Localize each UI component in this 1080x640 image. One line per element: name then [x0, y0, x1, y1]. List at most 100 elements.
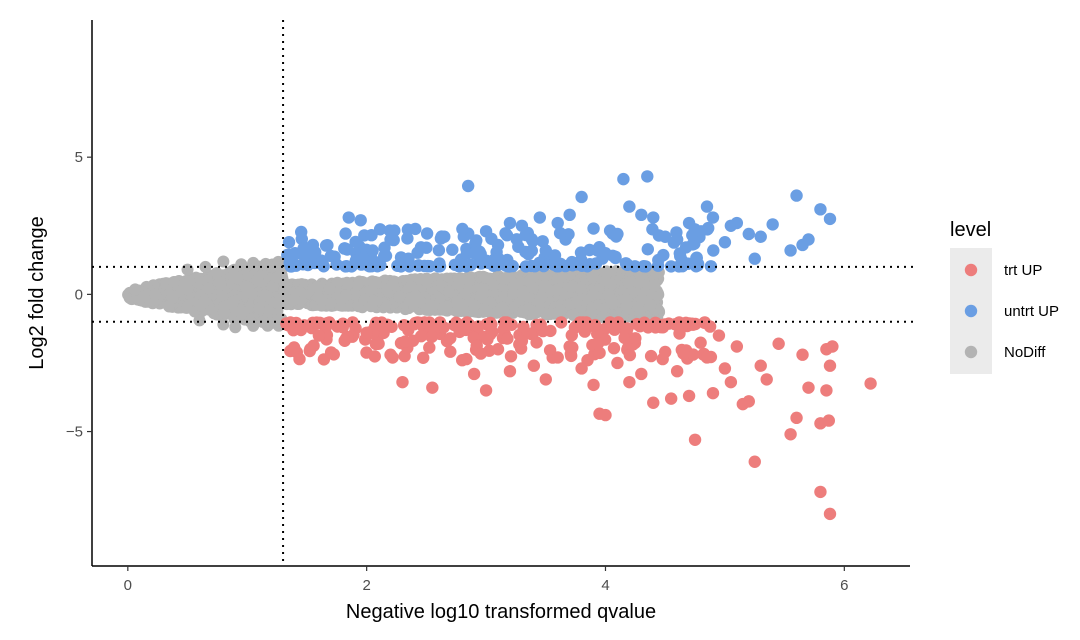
untrt-up-point: [587, 222, 600, 235]
trt-up-point: [618, 331, 631, 345]
untrt-up-point: [823, 212, 837, 226]
untrt-up-point: [446, 243, 459, 256]
untrt-up-point: [575, 190, 588, 204]
nodiff-point: [585, 307, 598, 320]
untrt-up-point: [599, 247, 612, 260]
trt-up-point: [544, 324, 557, 338]
untrt-up-point: [658, 230, 672, 243]
nodiff-point: [409, 289, 422, 302]
trt-up-point: [515, 334, 529, 348]
trt-up-point: [703, 320, 717, 333]
untrt-up-point: [342, 211, 355, 224]
nodiff-point: [606, 297, 619, 310]
trt-up-point: [312, 329, 326, 342]
nodiff-point: [453, 278, 466, 291]
nodiff-point: [477, 281, 490, 294]
trt-up-point: [608, 323, 621, 336]
untrt-up-point: [706, 211, 720, 224]
untrt-up-point: [324, 249, 338, 263]
trt-up-point: [563, 340, 576, 353]
untrt-up-point: [790, 189, 803, 202]
nodiff-point: [468, 299, 481, 312]
trt-up-point: [423, 341, 436, 354]
nodiff-point: [551, 274, 564, 286]
trt-up-point: [593, 346, 606, 360]
nodiff-point: [539, 307, 552, 320]
trt-up-point: [458, 323, 471, 336]
untrt-up-point: [694, 225, 708, 238]
nodiff-point: [420, 274, 433, 287]
trt-up-point: [682, 389, 696, 403]
trt-up-point: [796, 348, 809, 361]
trt-up-point: [823, 359, 837, 372]
nodiff-point: [535, 291, 548, 304]
untrt-up-point: [539, 244, 552, 257]
trt-up-point: [479, 384, 493, 397]
nodiff-point: [234, 305, 247, 318]
nodiff-point: [217, 318, 230, 331]
untrt-up-point: [503, 216, 517, 230]
nodiff-point: [202, 282, 215, 295]
nodiff-point: [277, 285, 290, 297]
nodiff-point: [339, 289, 352, 302]
trt-up-point: [754, 359, 767, 372]
nodiff-point: [210, 267, 223, 279]
untrt-up-point: [551, 216, 564, 230]
untrt-up-point: [670, 233, 684, 246]
untrt-up-point: [559, 259, 572, 273]
nodiff-point: [586, 270, 599, 283]
untrt-up-point: [754, 230, 767, 243]
untrt-up-point: [401, 232, 414, 245]
untrt-up-point: [470, 234, 483, 247]
legend-items: trt UP untrt UP NoDiff: [964, 262, 1059, 361]
untrt-up-point: [319, 239, 333, 252]
y-tick-label: 5: [75, 149, 83, 166]
x-tick-label: 6: [840, 577, 848, 594]
trt-up-point: [534, 318, 547, 331]
trt-up-point: [790, 411, 803, 425]
nodiff-point: [163, 299, 176, 312]
trt-up-point: [303, 344, 316, 358]
untrt-up-point: [467, 247, 481, 260]
nodiff-point: [604, 278, 617, 291]
untrt-up-point: [548, 249, 562, 262]
x-tick-label: 2: [362, 577, 370, 594]
nodiff-point: [348, 288, 361, 301]
trt-up-point: [748, 455, 761, 468]
nodiff-point: [420, 303, 433, 316]
trt-up-point: [802, 381, 815, 394]
trt-up-point: [742, 395, 755, 408]
legend-key: [964, 345, 978, 359]
nodiff-point: [129, 283, 142, 296]
trt-up-point: [621, 322, 634, 335]
untrt-up-point: [682, 216, 696, 230]
trt-up-point: [677, 347, 690, 360]
untrt-up-point: [339, 227, 352, 240]
y-axis-title: Log2 fold change: [26, 216, 48, 369]
legend-label: NoDiff: [1004, 344, 1046, 361]
trt-up-point: [599, 408, 612, 422]
nodiff-point: [181, 263, 194, 276]
trt-up-point: [686, 318, 699, 331]
untrt-up-point: [492, 252, 505, 265]
trt-up-point: [530, 336, 543, 349]
trt-up-point: [623, 375, 636, 389]
nodiff-point: [288, 293, 301, 306]
trt-up-point: [503, 364, 517, 378]
untrt-up-point: [357, 252, 370, 265]
untrt-up-point: [563, 208, 576, 222]
untrt-up-point: [438, 230, 451, 243]
untrt-up-point: [314, 256, 328, 269]
untrt-up-point: [349, 235, 362, 249]
trt-up-point: [455, 354, 469, 367]
nodiff-point: [480, 304, 493, 317]
trt-up-point: [527, 359, 541, 372]
untrt-up-point: [306, 238, 320, 252]
nodiff-point: [323, 282, 336, 295]
nodiff-point: [652, 288, 665, 301]
trt-up-point: [481, 333, 494, 346]
nodiff-point: [193, 314, 206, 327]
nodiff-point: [181, 283, 194, 296]
trt-up-point: [676, 319, 689, 332]
trt-up-point: [784, 428, 797, 441]
